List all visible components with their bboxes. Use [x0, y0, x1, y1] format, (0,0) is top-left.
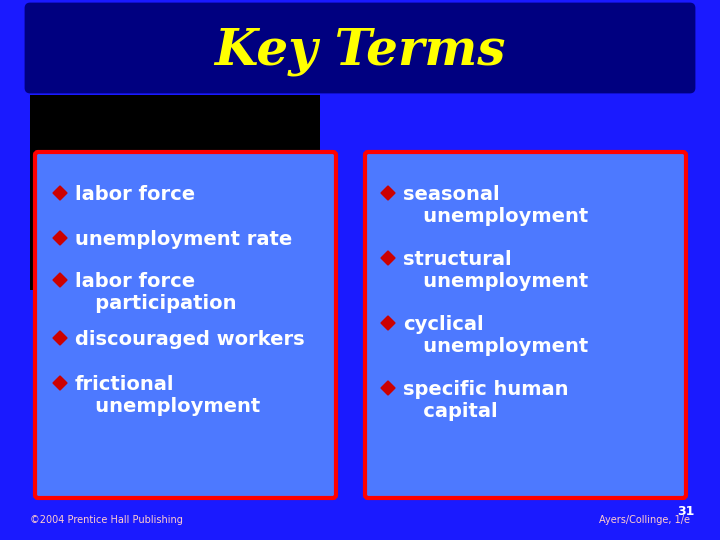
Text: structural
   unemployment: structural unemployment	[403, 250, 588, 291]
Polygon shape	[53, 376, 67, 390]
Polygon shape	[381, 251, 395, 265]
Polygon shape	[381, 381, 395, 395]
Text: Key Terms: Key Terms	[215, 28, 505, 77]
Text: discouraged workers: discouraged workers	[75, 330, 305, 349]
Text: 31: 31	[678, 505, 695, 518]
Polygon shape	[53, 186, 67, 200]
Polygon shape	[53, 231, 67, 245]
Text: Ayers/Collinge, 1/e: Ayers/Collinge, 1/e	[599, 515, 690, 525]
Polygon shape	[381, 186, 395, 200]
FancyBboxPatch shape	[365, 152, 686, 498]
FancyBboxPatch shape	[30, 95, 320, 290]
Polygon shape	[53, 331, 67, 345]
FancyBboxPatch shape	[35, 152, 336, 498]
Text: labor force
   participation: labor force participation	[75, 272, 236, 313]
Text: frictional
   unemployment: frictional unemployment	[75, 375, 260, 416]
Text: ©2004 Prentice Hall Publishing: ©2004 Prentice Hall Publishing	[30, 515, 183, 525]
Text: cyclical
   unemployment: cyclical unemployment	[403, 315, 588, 356]
Polygon shape	[381, 316, 395, 330]
FancyBboxPatch shape	[26, 4, 694, 92]
Text: unemployment rate: unemployment rate	[75, 230, 292, 249]
Polygon shape	[53, 273, 67, 287]
Text: specific human
   capital: specific human capital	[403, 380, 569, 421]
Text: labor force: labor force	[75, 185, 195, 204]
Text: seasonal
   unemployment: seasonal unemployment	[403, 185, 588, 226]
